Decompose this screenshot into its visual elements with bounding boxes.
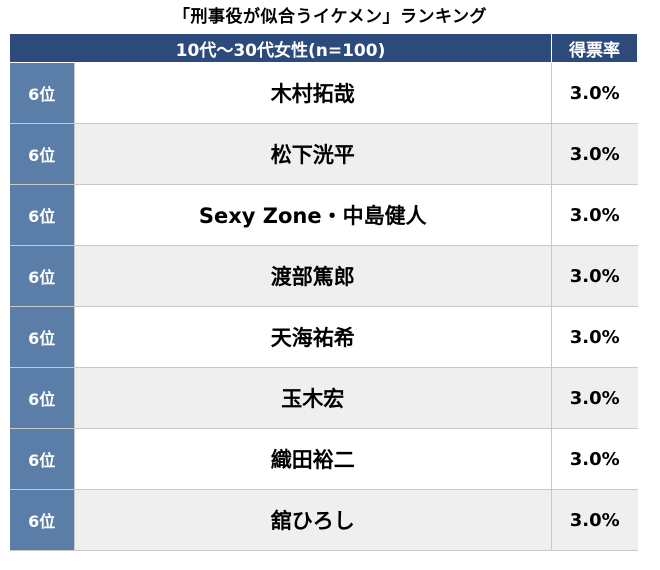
rank-cell: 6位 — [10, 489, 75, 551]
name-cell: 松下洸平 — [74, 123, 552, 185]
rate-cell: 3.0% — [551, 123, 638, 185]
rank-cell: 6位 — [10, 245, 75, 307]
ranking-table: 10代〜30代女性(n=100) 得票率 6位 木村拓哉 3.0% 6位 松下洸… — [10, 34, 638, 551]
name-cell: 織田裕二 — [74, 428, 552, 490]
rank-cell: 6位 — [10, 184, 75, 246]
table-row: 6位 舘ひろし 3.0% — [10, 489, 638, 551]
rank-cell: 6位 — [10, 367, 75, 429]
header-group-label: 10代〜30代女性(n=100) — [10, 34, 552, 63]
rank-cell: 6位 — [10, 428, 75, 490]
page-title: 「刑事役が似合うイケメン」ランキング — [173, 7, 487, 27]
name-cell: 木村拓哉 — [74, 62, 552, 124]
header-rate-label: 得票率 — [551, 34, 638, 63]
rate-cell: 3.0% — [551, 489, 638, 551]
rate-cell: 3.0% — [551, 428, 638, 490]
table-row: 6位 渡部篤郎 3.0% — [10, 245, 638, 307]
name-cell: 玉木宏 — [74, 367, 552, 429]
name-cell: 渡部篤郎 — [74, 245, 552, 307]
rank-cell: 6位 — [10, 306, 75, 368]
name-cell: 舘ひろし — [74, 489, 552, 551]
table-row: 6位 松下洸平 3.0% — [10, 123, 638, 185]
table-row: 6位 Sexy Zone・中島健人 3.0% — [10, 184, 638, 246]
table-row: 6位 天海祐希 3.0% — [10, 306, 638, 368]
table-row: 6位 玉木宏 3.0% — [10, 367, 638, 429]
table-header-row: 10代〜30代女性(n=100) 得票率 — [10, 34, 638, 63]
name-cell: Sexy Zone・中島健人 — [74, 184, 552, 246]
rate-cell: 3.0% — [551, 245, 638, 307]
table-row: 6位 織田裕二 3.0% — [10, 428, 638, 490]
rank-cell: 6位 — [10, 62, 75, 124]
rate-cell: 3.0% — [551, 184, 638, 246]
rank-cell: 6位 — [10, 123, 75, 185]
rate-cell: 3.0% — [551, 62, 638, 124]
name-cell: 天海祐希 — [74, 306, 552, 368]
rate-cell: 3.0% — [551, 306, 638, 368]
table-row: 6位 木村拓哉 3.0% — [10, 62, 638, 124]
rate-cell: 3.0% — [551, 367, 638, 429]
